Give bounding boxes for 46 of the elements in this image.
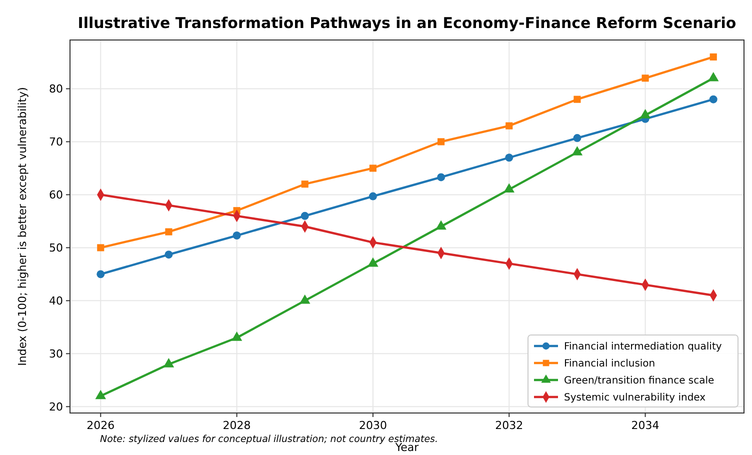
y-tick-label: 40	[49, 294, 63, 308]
point	[165, 228, 172, 236]
point	[300, 212, 309, 220]
point	[640, 109, 651, 118]
y-tick-label: 30	[49, 348, 63, 361]
point	[438, 138, 445, 146]
y-axis-title: Index (0-100; higher is better except vulnerability)	[16, 87, 29, 366]
point	[574, 96, 581, 103]
y-tick-label: 70	[49, 136, 63, 149]
y-tick-label: 60	[49, 188, 63, 202]
point	[301, 180, 308, 188]
legend-label: Green/transition finance scale	[564, 376, 714, 386]
point	[95, 390, 106, 400]
legend-label: Financial inclusion	[564, 358, 656, 370]
point	[642, 74, 649, 82]
point	[97, 244, 104, 252]
point	[504, 183, 514, 193]
legend-label: Financial intermediation quality	[564, 342, 722, 352]
point	[573, 134, 582, 142]
y-tick-label: 80	[49, 82, 63, 96]
point	[710, 53, 717, 60]
point	[231, 332, 242, 341]
point	[164, 250, 173, 259]
point	[572, 146, 583, 156]
point	[436, 220, 446, 230]
point	[163, 358, 174, 368]
point	[505, 154, 514, 162]
point	[506, 122, 513, 130]
x-axis-title: Year	[394, 441, 420, 454]
point	[709, 95, 718, 104]
x-tick-label: 2034	[631, 419, 660, 432]
y-tick-label: 20	[49, 400, 63, 414]
point	[232, 232, 241, 240]
y-tick-label: 50	[49, 242, 63, 255]
x-tick-label: 2026	[86, 419, 115, 432]
point	[368, 192, 377, 200]
legend-label: Systemic vulnerability index	[564, 392, 706, 404]
point	[437, 173, 446, 182]
x-tick-label: 2030	[358, 419, 387, 432]
chart-title: Illustrative Transformation Pathways in an Economy-Finance Reform Scenario	[78, 14, 736, 32]
point	[300, 294, 310, 304]
point	[368, 257, 378, 267]
x-tick-label: 2028	[222, 419, 251, 432]
x-tick-label: 2032	[495, 419, 524, 432]
point	[369, 164, 376, 172]
point	[96, 270, 105, 278]
